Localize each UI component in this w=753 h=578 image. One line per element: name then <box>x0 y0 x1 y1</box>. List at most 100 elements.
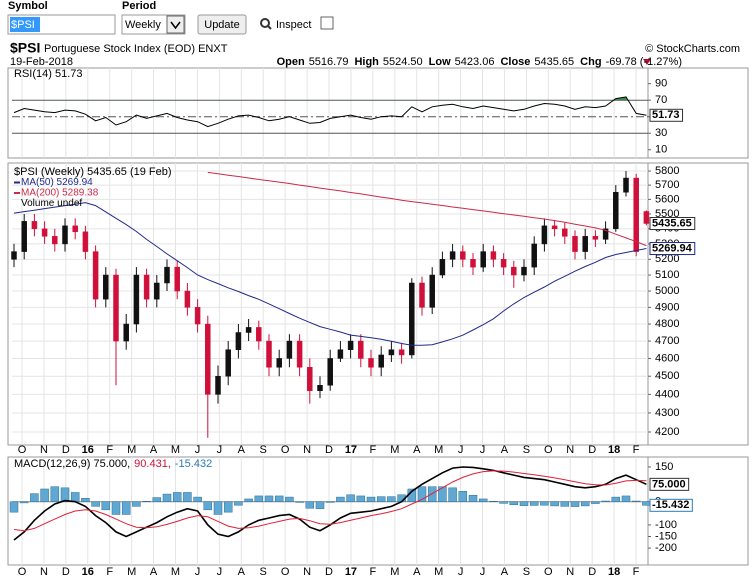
candle-body <box>429 274 435 308</box>
x-tick-label: A <box>501 444 509 456</box>
inspect-icon-handle <box>267 25 272 30</box>
x-tick-label: N <box>566 444 574 456</box>
macd-line <box>13 466 647 541</box>
candle-body <box>337 349 344 359</box>
candle-body <box>368 358 374 368</box>
select-arrow-box[interactable] <box>166 15 185 34</box>
x-tick-label: F <box>106 566 113 578</box>
histogram-bar <box>183 492 192 502</box>
y-tick-label: -100 <box>655 519 677 531</box>
value-box-label: 75.000 <box>652 478 686 490</box>
histogram-bar <box>213 501 223 515</box>
symbol-value[interactable]: $PSI <box>11 19 35 31</box>
y-tick-label: 5700 <box>655 179 679 191</box>
candle-body <box>307 367 313 391</box>
x-tick-label: S <box>523 444 530 456</box>
histogram-bar <box>356 495 366 502</box>
update-label[interactable]: Update <box>204 19 239 31</box>
histogram-bar <box>152 497 162 502</box>
candle-body <box>317 385 323 391</box>
x-tick-label: N <box>40 566 48 578</box>
candle-body <box>633 177 639 252</box>
x-tick-label: M <box>434 566 443 578</box>
histogram-bar <box>642 501 651 506</box>
x-tick-label: M <box>171 444 180 456</box>
value-box-frame <box>649 477 690 491</box>
x-tick-label: D <box>588 444 596 456</box>
x-tick-label: J <box>480 444 486 456</box>
macd-legend: MACD(12,26,9) 75.000, 90.431, -15.432 <box>14 458 212 470</box>
candle-body <box>184 290 191 308</box>
quote-value: 5516.79 <box>309 56 349 68</box>
candle-body <box>205 323 211 395</box>
header-symbol: $PSI <box>10 40 40 56</box>
y-tick-label: 5500 <box>655 208 679 220</box>
update-button[interactable] <box>197 14 247 35</box>
period-value[interactable]: Weekly <box>125 19 161 31</box>
candle-body <box>245 327 252 333</box>
quote-value: 5423.06 <box>455 56 495 68</box>
x-tick-label: A <box>501 566 509 578</box>
candle-body <box>276 358 282 368</box>
value-box-frame <box>649 242 696 256</box>
histogram-bar <box>458 491 468 502</box>
x-tick-label: A <box>413 566 421 578</box>
credit: © StockCharts.com <box>645 43 740 55</box>
x-tick-label: M <box>171 566 180 578</box>
candle-body <box>286 340 293 359</box>
histogram-bar <box>91 501 100 507</box>
histogram-bar <box>9 501 19 513</box>
candle-body <box>643 211 650 224</box>
legend-entry: Volume undef <box>21 198 82 209</box>
y-tick-label: 10 <box>655 144 667 156</box>
histogram-bar <box>631 500 641 502</box>
moving-average <box>207 171 647 247</box>
histogram-bar <box>254 495 264 502</box>
histogram-bar <box>193 496 202 502</box>
x-tick-label: 17 <box>345 566 357 578</box>
candle-body <box>72 225 78 233</box>
histogram-bar <box>550 501 559 507</box>
candle-body <box>378 354 384 368</box>
candle-body <box>592 236 599 240</box>
candle-body <box>449 251 456 260</box>
x-tick-label: J <box>458 566 464 578</box>
histogram-bar <box>346 494 355 502</box>
candle-body <box>133 274 140 325</box>
candle-body <box>409 282 415 356</box>
inspect-checkbox[interactable] <box>320 16 334 30</box>
y-tick-label: 4500 <box>655 370 679 382</box>
candle-body <box>511 266 517 276</box>
candle-body <box>215 375 221 395</box>
y-tick-label: 4300 <box>655 407 679 419</box>
candle-body <box>521 266 527 276</box>
x-tick-label: A <box>238 566 246 578</box>
histogram-bar <box>203 501 213 511</box>
histogram-bar <box>325 501 335 503</box>
histogram-bar <box>50 486 60 502</box>
quote-label: High <box>354 56 379 68</box>
candle-body <box>11 251 17 260</box>
quote-value: -69.78 (-1.27%) <box>606 56 682 68</box>
candle-body <box>296 340 303 368</box>
x-tick-label: J <box>480 566 486 578</box>
candle-body <box>21 221 27 252</box>
histogram-bar <box>244 498 253 502</box>
x-tick-label: J <box>458 444 464 456</box>
legend-entry: -15.432 <box>175 458 212 470</box>
histogram-bar <box>468 494 478 502</box>
histogram-bar <box>376 496 386 502</box>
histogram-bar <box>509 501 519 505</box>
histogram-bar <box>60 487 70 502</box>
candle-body <box>235 332 242 350</box>
value-box-frame <box>649 108 684 122</box>
candle-body <box>572 236 578 252</box>
symbol-label: Symbol <box>8 0 48 12</box>
histogram-bar <box>560 501 570 507</box>
x-tick-label: N <box>566 566 574 578</box>
candle-body <box>225 349 231 377</box>
y-tick-label: 4800 <box>655 318 679 330</box>
x-tick-label: N <box>40 444 48 456</box>
quote-label: Open <box>277 56 305 68</box>
histogram-bar <box>540 501 549 506</box>
